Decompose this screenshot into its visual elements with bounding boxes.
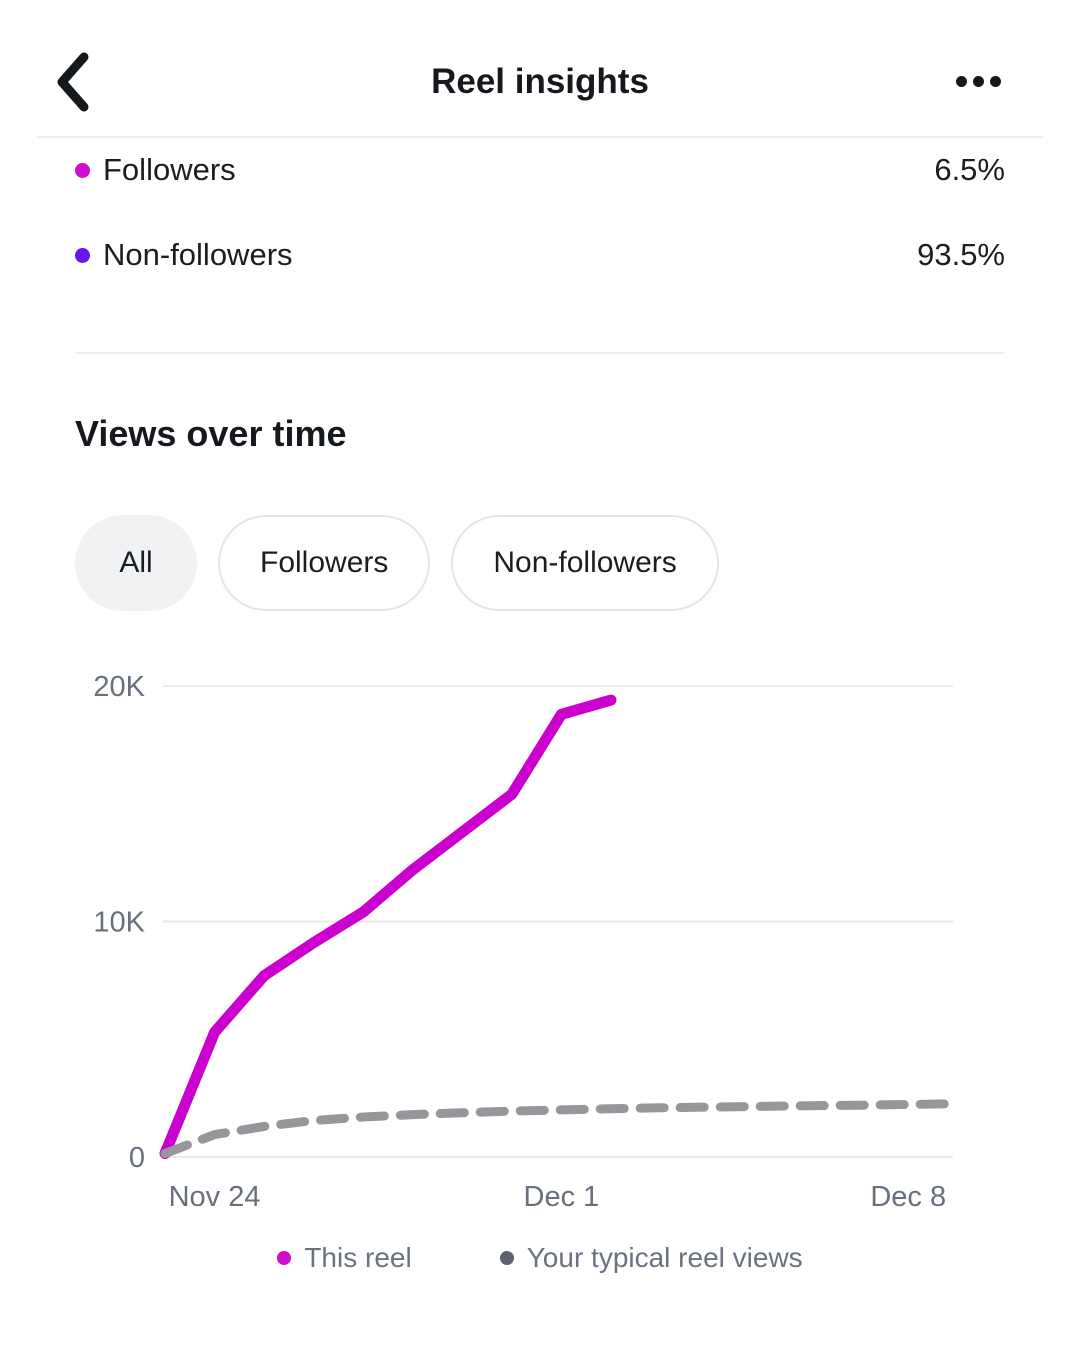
ellipsis-dot [955, 75, 967, 87]
breakdown-row-non-followers: Non-followers 93.5% [75, 233, 1005, 277]
filter-pill-followers[interactable]: Followers [218, 515, 431, 611]
series-line-typical-views [160, 1099, 958, 1158]
legend-label: This reel [304, 1242, 412, 1273]
followers-dot-icon [75, 162, 90, 178]
breakdown-value: 6.5% [934, 152, 1005, 187]
legend-item-typical-views: Your typical reel views [499, 1242, 803, 1274]
legend-label: Your typical reel views [526, 1242, 803, 1273]
y-tick-label: 10K [93, 907, 145, 939]
breakdown-value: 93.5% [917, 237, 1005, 272]
typical-views-dot-icon [499, 1251, 514, 1265]
more-options-button[interactable] [948, 62, 1008, 100]
section-divider [75, 352, 1005, 354]
this-reel-dot-icon [277, 1251, 292, 1265]
audience-filter-group: All Followers Non-followers [75, 515, 719, 611]
page-title: Reel insights [431, 62, 649, 101]
x-tick-label: Nov 24 [169, 1181, 261, 1213]
section-title: Views over time [75, 413, 347, 454]
filter-pill-non-followers[interactable]: Non-followers [451, 515, 719, 611]
header-divider [37, 136, 1043, 138]
chart-legend: This reel Your typical reel views [0, 1242, 1080, 1274]
breakdown-label: Non-followers [103, 237, 293, 272]
x-tick-label: Dec 1 [524, 1181, 600, 1213]
views-over-time-chart: 0 10K 20K Nov 24 Dec 1 Dec 8 [93, 671, 958, 1213]
back-button[interactable] [48, 50, 100, 114]
series-line-this-reel [159, 694, 617, 1159]
back-chevron-icon [57, 52, 89, 112]
non-followers-dot-icon [75, 247, 90, 263]
ellipsis-dot [972, 75, 984, 87]
y-tick-label: 20K [93, 671, 145, 703]
legend-item-this-reel: This reel [277, 1242, 412, 1274]
ellipsis-dot [989, 75, 1001, 87]
filter-pill-all[interactable]: All [75, 515, 197, 611]
y-tick-label: 0 [129, 1142, 145, 1174]
breakdown-label: Followers [103, 152, 236, 187]
x-tick-label: Dec 8 [870, 1181, 946, 1213]
breakdown-row-followers: Followers 6.5% [75, 148, 1005, 192]
